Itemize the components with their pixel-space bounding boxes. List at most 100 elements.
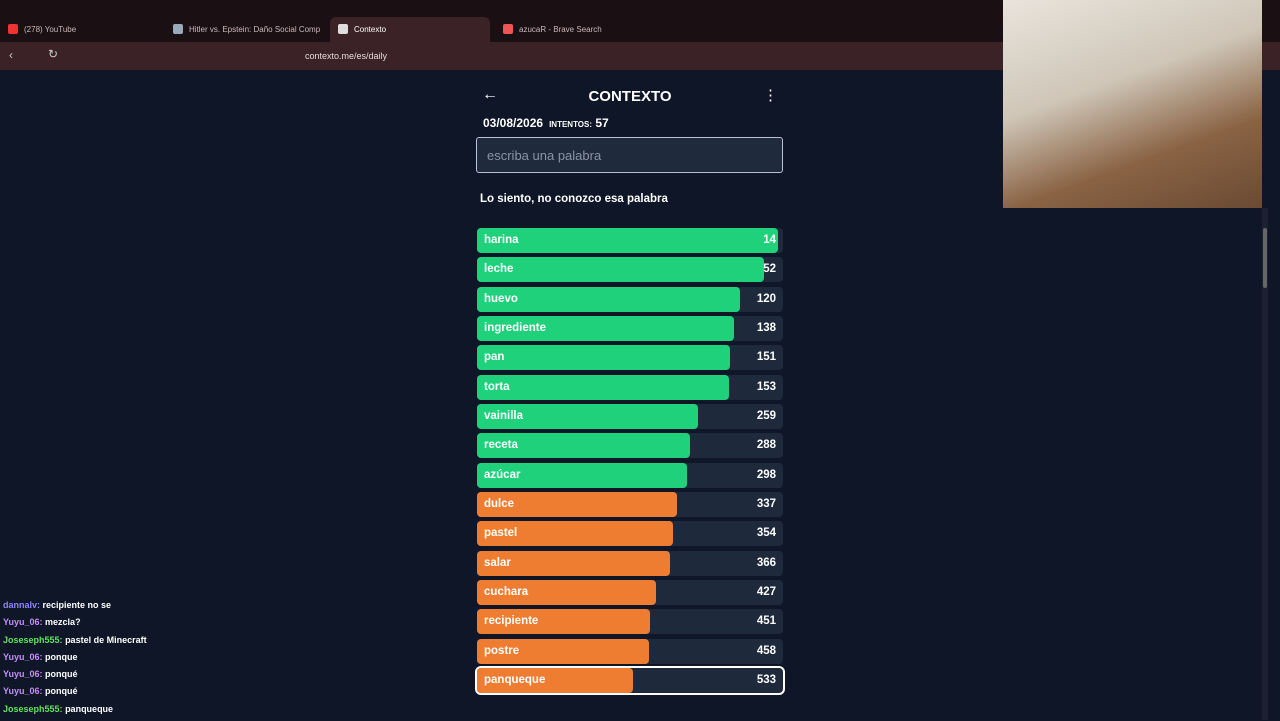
guess-row: pan 151: [477, 345, 783, 371]
bar: [477, 462, 688, 488]
message: Lo siento, no conozco esa palabra: [480, 193, 668, 205]
date: 03/08/2026: [483, 116, 544, 130]
webcam: [1003, 0, 1262, 208]
chat-message: Yuyu_06: ponqué: [3, 669, 147, 686]
info: 03/08/2026 INTENTOS: 57: [483, 116, 609, 130]
chat-user: dannalv:: [3, 600, 41, 610]
guess-row: recipiente 451: [477, 609, 783, 635]
bar: [477, 667, 634, 693]
chat-message: Yuyu_06: mezcla?: [3, 617, 147, 634]
word: postre: [484, 644, 520, 657]
rank: 138: [756, 321, 776, 334]
bar: [477, 374, 730, 400]
guess-row: cuchara 427: [477, 579, 783, 605]
chat-text: mezcla?: [45, 617, 81, 628]
bar: [477, 609, 651, 635]
game-title: CONTEXTO: [588, 88, 672, 105]
word: pastel: [484, 527, 518, 540]
chat-text: panqueque: [65, 703, 114, 714]
menu[interactable]: ⋮: [763, 87, 778, 104]
scrollbar: [1262, 208, 1268, 720]
chat-text: ponqué: [45, 686, 78, 697]
word: cuchara: [484, 585, 529, 598]
word: dulce: [484, 497, 515, 510]
word: vainilla: [484, 409, 523, 422]
chat-message: Yuyu_06: ponqué: [3, 686, 147, 703]
bar: [477, 286, 741, 312]
rank: 427: [756, 585, 776, 598]
back-arrow[interactable]: ←: [482, 86, 498, 103]
tab[interactable]: (278) YouTube: [0, 17, 160, 42]
bar: [477, 433, 690, 459]
chat-message: Joseseph555: panqueque: [3, 704, 147, 721]
rank: 120: [756, 292, 776, 305]
chat-user: Joseseph555:: [3, 634, 63, 645]
guess-row: dulce 337: [477, 491, 783, 517]
chat-text: ponqué: [45, 669, 78, 680]
chat-user: Yuyu_06:: [3, 617, 43, 628]
rank: 288: [756, 439, 776, 452]
word: salar: [484, 556, 511, 569]
rank: 52: [763, 263, 776, 276]
bar: [477, 257, 764, 283]
word: panqueque: [484, 673, 546, 686]
guess-row: ingrediente 138: [477, 315, 783, 341]
rank: 298: [756, 468, 776, 481]
word: huevo: [484, 292, 518, 305]
rank: 451: [756, 615, 776, 628]
rank: 337: [756, 497, 776, 510]
word-input[interactable]: escriba una palabra: [476, 137, 783, 173]
tab[interactable]: Contexto: [330, 17, 490, 42]
tab-icon: [338, 24, 348, 34]
word: pan: [484, 351, 505, 364]
chat-user: Yuyu_06:: [3, 686, 43, 697]
guess-row: panqueque 533: [475, 665, 785, 695]
chat-user: Yuyu_06:: [3, 651, 43, 662]
reload-button[interactable]: ↻: [48, 47, 59, 61]
word: azúcar: [484, 468, 521, 481]
rank: 151: [756, 351, 776, 364]
rank: 259: [756, 409, 776, 422]
chat-text: pastel de Minecraft: [65, 634, 147, 645]
rank: 14: [763, 234, 776, 246]
attempts: 57: [595, 116, 609, 130]
chat-message: dannalv: recipiente no se: [3, 600, 147, 617]
url[interactable]: contexto.me/es/daily: [305, 51, 388, 61]
chat-user: Yuyu_06:: [3, 669, 43, 680]
guess-row: vainilla 259: [477, 403, 783, 429]
chat-message: Yuyu_06: ponque: [3, 652, 147, 669]
bar: [477, 638, 649, 664]
word: receta: [484, 439, 518, 452]
back-button[interactable]: ‹: [9, 48, 13, 62]
word: recipiente: [484, 615, 539, 628]
chat-text: recipiente no se: [42, 600, 112, 610]
chat-user: Joseseph555:: [3, 703, 63, 714]
rank: 458: [756, 644, 776, 657]
bar: [477, 491, 678, 517]
chat-text: ponque: [45, 651, 78, 662]
chat: dannalv: recipiente no se Yuyu_06: mezcla…: [3, 600, 147, 721]
guess-row: leche 52: [477, 257, 783, 283]
chat-message: Joseseph555: pastel de Minecraft: [3, 635, 147, 652]
guess-row: harina 14: [477, 228, 783, 253]
word: leche: [484, 263, 514, 276]
bar: [477, 403, 698, 429]
word: ingrediente: [484, 321, 546, 334]
tab[interactable]: Hitler vs. Epstein: Daño Social Comp: [165, 17, 325, 42]
bar: [477, 345, 730, 371]
bar: [477, 315, 735, 341]
tab-icon: [8, 24, 18, 34]
tab[interactable]: azucaR - Brave Search: [495, 17, 655, 42]
bar: [477, 228, 778, 253]
guess-row: azúcar 298: [477, 462, 783, 488]
tab-icon: [173, 24, 183, 34]
rank: 153: [756, 380, 776, 393]
guess-row: pastel 354: [477, 521, 783, 547]
rank: 354: [756, 527, 776, 540]
bar: [477, 521, 673, 547]
guess-row: torta 153: [477, 374, 783, 400]
rank: 366: [756, 556, 776, 569]
attempts-label: INTENTOS:: [549, 120, 593, 129]
guess-row: receta 288: [477, 433, 783, 459]
